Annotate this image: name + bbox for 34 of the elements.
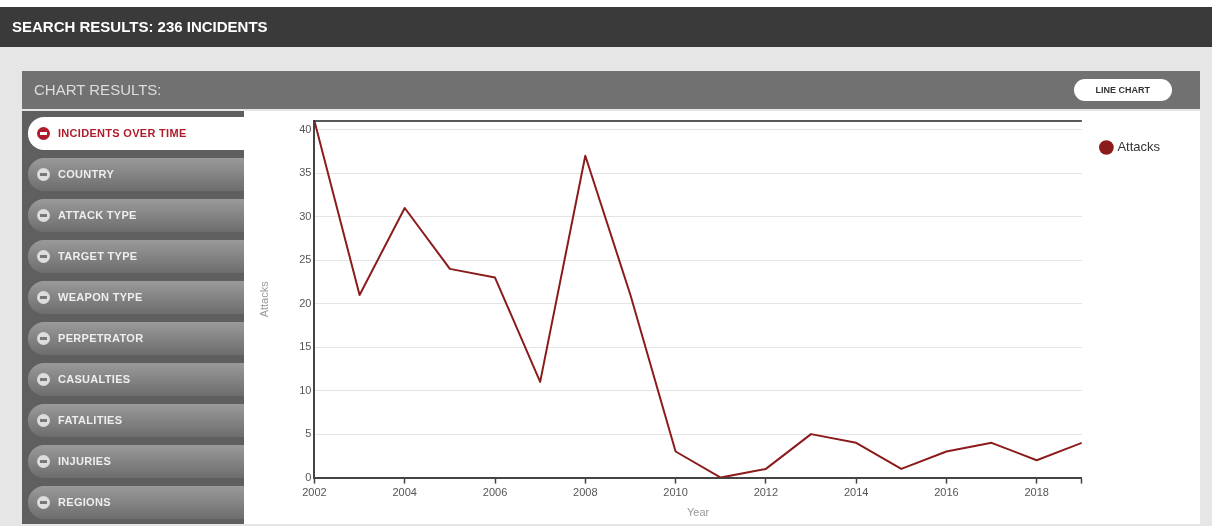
x-tick-label: 2018 <box>1024 486 1049 499</box>
x-tick-label: 2008 <box>573 486 598 499</box>
x-tick-label: 2016 <box>934 486 959 499</box>
y-tick-label: 0 <box>305 470 312 483</box>
text: PERPETRATOR <box>28 322 244 355</box>
text: FATALITIES <box>28 404 244 437</box>
text: WEAPON TYPE <box>28 281 244 314</box>
y-tick-label: 15 <box>299 340 312 353</box>
y-tick-label: 10 <box>299 383 312 396</box>
text: ATTACK TYPE <box>28 199 244 232</box>
text: LINE CHART <box>1073 79 1172 101</box>
text: INCIDENTS OVER TIME <box>28 117 244 150</box>
text: COUNTRY <box>28 158 244 191</box>
y-tick-label: 20 <box>299 296 312 309</box>
x-tick-label: 2002 <box>302 486 327 499</box>
text: CHART RESULTS: <box>34 81 162 98</box>
x-tick-label: 2012 <box>753 486 779 499</box>
x-axis-title: Year <box>687 506 710 519</box>
x-tick-label: 2014 <box>843 486 869 499</box>
x-tick-label: 2006 <box>482 486 508 499</box>
text: CASUALTIES <box>28 363 244 396</box>
x-tick-label: 2004 <box>392 486 417 499</box>
text: INJURIES <box>28 445 244 478</box>
y-tick-label: 30 <box>299 209 312 222</box>
legend-label: Attacks <box>1117 139 1161 155</box>
x-tick-label: 2010 <box>663 486 688 499</box>
text: REGIONS <box>28 486 244 519</box>
text: TARGET TYPE <box>28 240 244 273</box>
text: SEARCH RESULTS: 236 INCIDENTS <box>0 7 1212 47</box>
y-axis-title: Attacks <box>257 280 270 318</box>
y-tick-label: 5 <box>305 427 312 440</box>
y-tick-label: 35 <box>299 166 312 179</box>
y-tick-label: 40 <box>299 122 312 135</box>
y-tick-label: 25 <box>299 253 312 266</box>
